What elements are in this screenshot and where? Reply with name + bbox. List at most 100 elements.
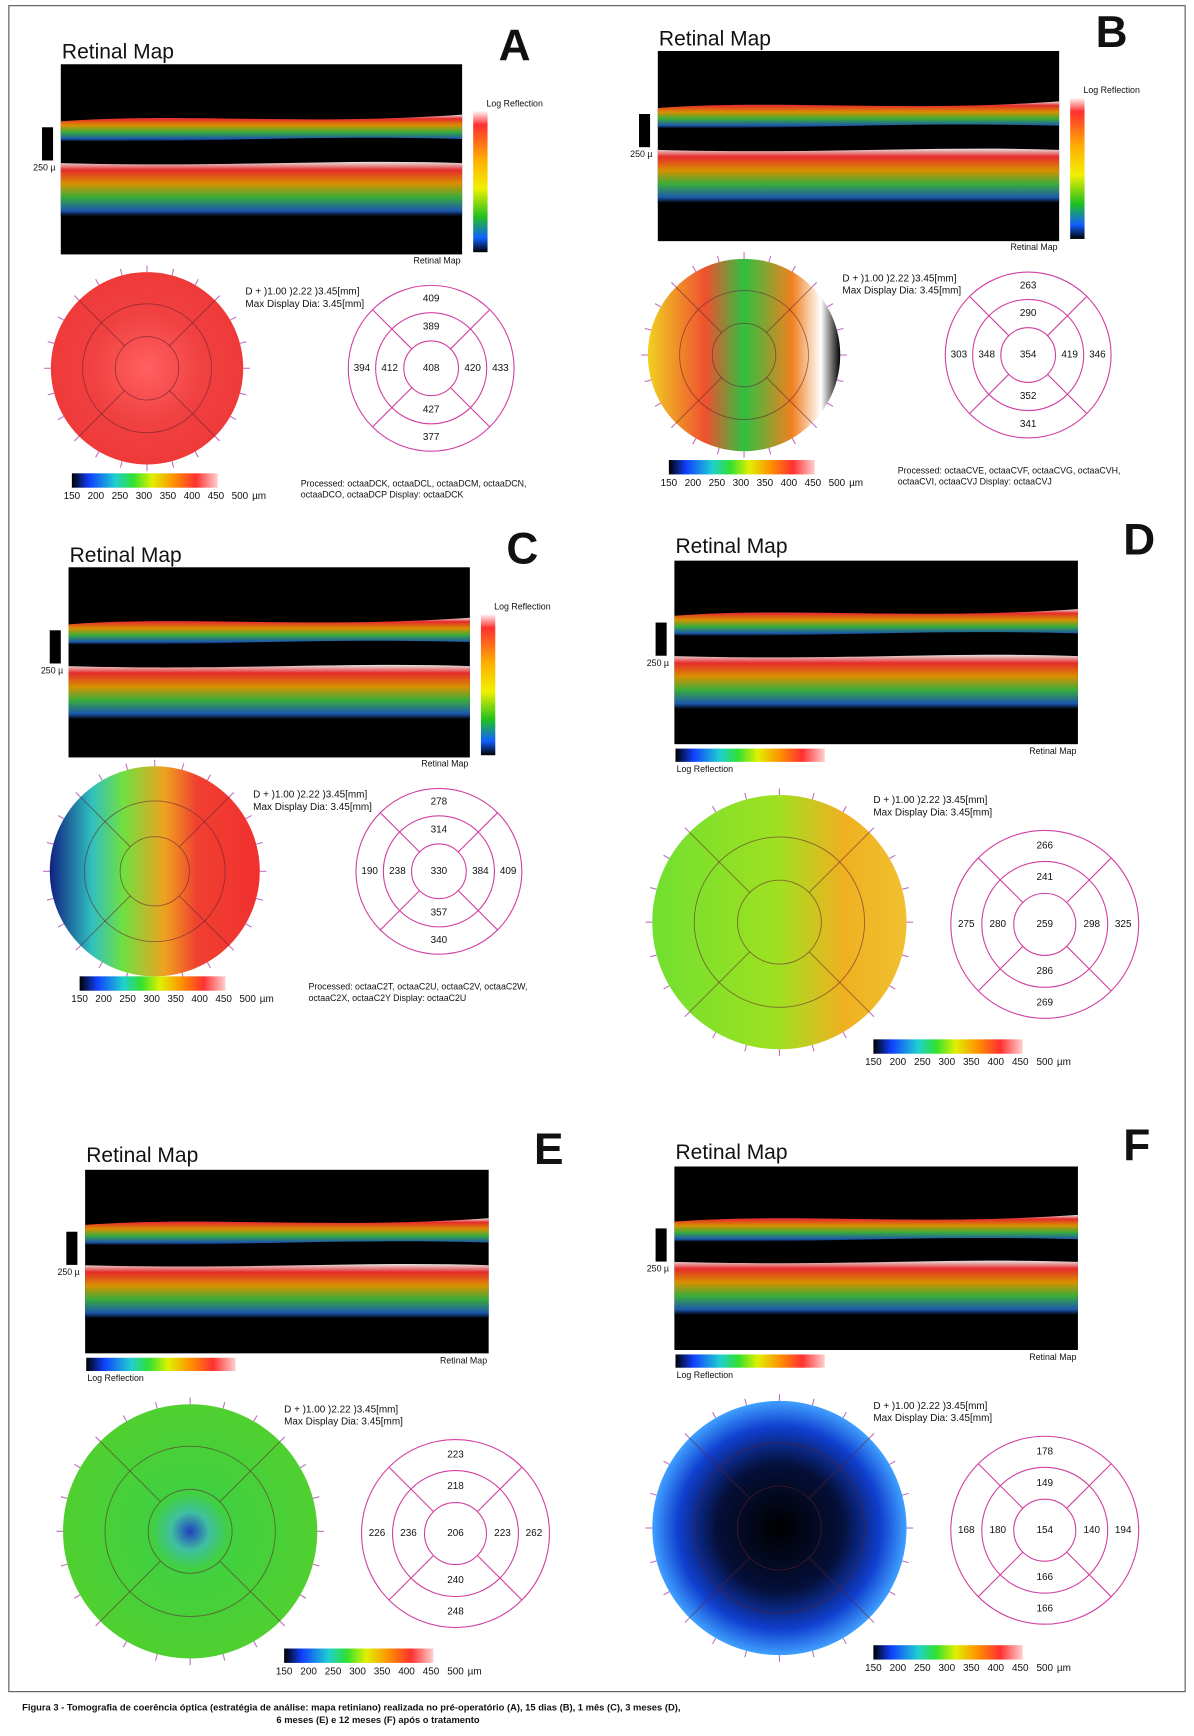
map-tick bbox=[239, 392, 247, 396]
map-tick bbox=[279, 1620, 286, 1627]
map-tick bbox=[902, 1492, 909, 1496]
sector-value: 206 bbox=[447, 1528, 464, 1539]
map-tick bbox=[154, 1653, 158, 1661]
colorbar-tick: 250 bbox=[325, 1666, 342, 1677]
map-tick bbox=[214, 435, 221, 442]
sector-ring bbox=[360, 1439, 551, 1629]
map-ring bbox=[104, 1445, 276, 1617]
thickness-bar bbox=[873, 1645, 1023, 1660]
sector-value: 408 bbox=[423, 363, 440, 374]
map-tick bbox=[228, 791, 235, 798]
map-tick bbox=[230, 415, 237, 421]
map-tick bbox=[230, 316, 237, 321]
oct-scan bbox=[68, 567, 470, 758]
map-tick bbox=[75, 791, 81, 798]
oct-layer bbox=[60, 161, 463, 217]
sector-value: 180 bbox=[989, 1525, 1006, 1536]
map-tick bbox=[46, 897, 54, 901]
sector-line bbox=[379, 890, 420, 931]
scale-bar bbox=[655, 622, 667, 656]
oct-scan bbox=[674, 1166, 1078, 1351]
sector-value: 269 bbox=[1036, 997, 1053, 1008]
sector-ring bbox=[1013, 892, 1077, 956]
colorbar-tick: 450 bbox=[423, 1666, 440, 1677]
map-sector-line bbox=[689, 1437, 751, 1499]
colorbar-tick: 300 bbox=[136, 491, 153, 502]
colorbar-tick: 450 bbox=[1012, 1057, 1029, 1068]
map-tick bbox=[46, 841, 54, 845]
retinal-map-label: Retinal Map bbox=[1029, 746, 1076, 756]
map-tick bbox=[650, 1492, 657, 1496]
scale-label: 250 µ bbox=[647, 1264, 669, 1274]
figure-frame bbox=[8, 5, 1186, 1693]
sector-value: 149 bbox=[1036, 1478, 1053, 1489]
panel-title: Retinal Map bbox=[659, 27, 771, 50]
sector-ring bbox=[347, 284, 515, 452]
oct-layer bbox=[657, 101, 1060, 129]
sector-value: 190 bbox=[361, 866, 378, 877]
sector-value: 140 bbox=[1083, 1525, 1100, 1536]
colorbar-tick: 350 bbox=[963, 1663, 980, 1674]
sector-value: 275 bbox=[958, 919, 975, 930]
map-ring bbox=[114, 336, 180, 401]
sector-value: 226 bbox=[369, 1528, 386, 1539]
colorbar-tick: 300 bbox=[349, 1666, 366, 1677]
map-tick bbox=[74, 1594, 81, 1599]
map-tick bbox=[684, 1617, 690, 1623]
map-tick bbox=[119, 268, 123, 276]
colorbar-tick: 300 bbox=[939, 1057, 956, 1068]
sector-value: 278 bbox=[431, 797, 448, 808]
sector-value: 166 bbox=[1036, 1572, 1053, 1583]
map-info: Max Display Dia: 3.45[mm] bbox=[245, 299, 364, 310]
sector-value: 248 bbox=[447, 1607, 464, 1618]
map-tick bbox=[206, 774, 212, 781]
sector-value: 314 bbox=[431, 824, 448, 835]
sector-value: 409 bbox=[423, 294, 440, 305]
oct-scan bbox=[674, 560, 1078, 745]
colorbar-tick: 500 bbox=[1036, 1663, 1053, 1674]
sector-value: 266 bbox=[1036, 841, 1053, 852]
sector-value: 262 bbox=[526, 1528, 543, 1539]
sector-value: 303 bbox=[951, 350, 968, 361]
sector-value: 218 bbox=[447, 1481, 464, 1492]
sector-value: 154 bbox=[1036, 1525, 1053, 1536]
colorbar-tick: 250 bbox=[914, 1057, 931, 1068]
map-tick bbox=[902, 954, 909, 958]
map-sector-line bbox=[80, 895, 131, 946]
sector-value: 325 bbox=[1115, 919, 1132, 930]
map-tick bbox=[299, 1463, 307, 1469]
sector-line bbox=[450, 387, 491, 428]
sector-line bbox=[388, 1466, 434, 1513]
sector-ring bbox=[403, 340, 460, 397]
sector-value: 330 bbox=[431, 866, 448, 877]
sector-ring bbox=[355, 787, 523, 955]
map-tick bbox=[228, 945, 235, 951]
sector-value: 348 bbox=[978, 350, 995, 361]
colorbar-tick: 200 bbox=[890, 1663, 907, 1674]
map-tick bbox=[312, 1563, 320, 1567]
map-tick bbox=[744, 1044, 748, 1052]
sector-line bbox=[379, 812, 420, 853]
map-tick bbox=[256, 841, 263, 845]
colorbar-tick: 150 bbox=[661, 478, 678, 489]
map-tick bbox=[57, 316, 65, 321]
colorbar-tick: 150 bbox=[865, 1663, 882, 1674]
map-tick bbox=[98, 961, 103, 969]
oct-layer bbox=[674, 1214, 1078, 1242]
map-info: Max Display Dia: 3.45[mm] bbox=[842, 286, 961, 297]
map-tick bbox=[791, 265, 796, 273]
panel-letter: C bbox=[506, 524, 538, 573]
map-tick bbox=[811, 1398, 815, 1406]
map-tick bbox=[122, 1415, 128, 1422]
colorbar-tick: 300 bbox=[733, 478, 750, 489]
map-info: Max Display Dia: 3.45[mm] bbox=[873, 807, 992, 818]
reflection-label: Log Reflection bbox=[1083, 85, 1140, 95]
thickness-bar bbox=[71, 473, 218, 488]
sector-line bbox=[977, 945, 1024, 992]
sector-ring bbox=[1013, 1498, 1077, 1562]
colorbar-tick: 450 bbox=[215, 994, 232, 1005]
map-sector-line bbox=[178, 895, 230, 946]
map-tick bbox=[684, 827, 690, 833]
map-tick bbox=[245, 815, 252, 820]
